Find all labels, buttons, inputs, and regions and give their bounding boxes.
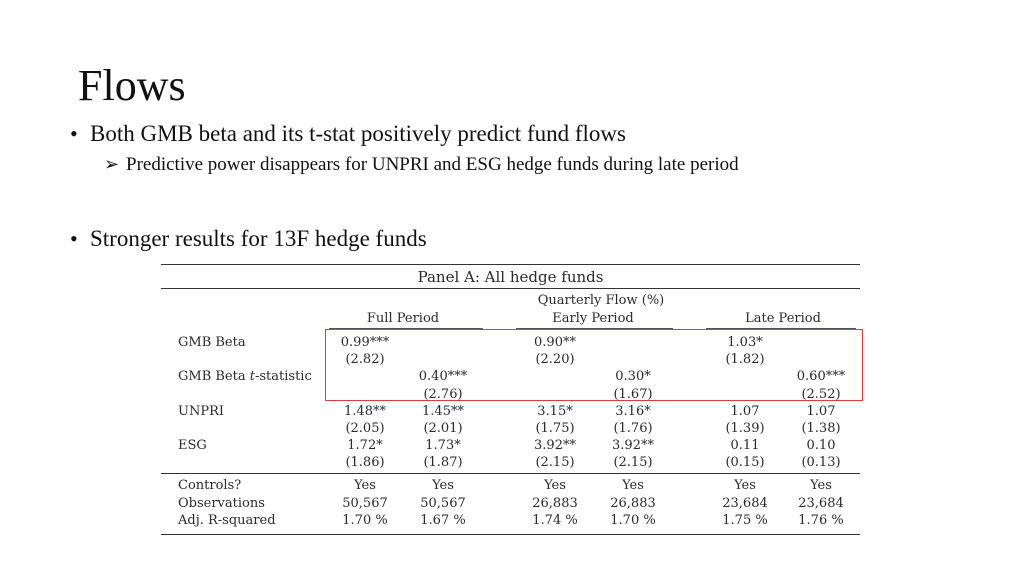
table-cell: (0.15) [725,455,765,471]
table-cell: (0.13) [801,455,841,471]
table-cell: 0.30* [615,369,651,385]
table-cell: 1.45** [422,403,464,419]
regression-table: Panel A: All hedge funds Quarterly Flow … [161,264,863,536]
table-cell: Yes [622,478,644,493]
panel-rule [161,288,860,289]
bullet-dot-icon: • [70,226,78,251]
period-rule-full [329,328,483,329]
table-cell: (1.38) [801,421,841,436]
table-cell: 26,883 [532,495,578,511]
table-cell: 0.11 [730,438,760,454]
row-label-suffix: -statistic [254,369,312,385]
period-header-full: Full Period [366,311,440,326]
table-cell: 0.99*** [340,335,390,350]
row-label-text: UNPRI [178,403,225,419]
panel-title: Panel A: All hedge funds [417,268,604,286]
table-cell: 0.40*** [418,369,468,385]
table-cell: 1.07 [730,403,760,419]
table-cell: 1.48** [344,403,386,419]
table-cell: 3.92** [612,438,654,454]
table-cell: (2.82) [345,352,385,368]
arrow-bullet-icon: ➢ [104,154,120,174]
row-label-italic: t [249,369,255,385]
table-cell: 23,684 [798,495,844,511]
table-cell: 1.70 % [342,513,388,528]
table-cell: 1.76 % [798,513,844,528]
table-cell: (2.15) [535,455,575,471]
table-cell: 1.70 % [610,513,656,528]
table-bottom-rule [161,534,860,535]
table-cell: 1.73* [425,438,461,454]
table-cell: 50,567 [342,495,388,511]
row-label-text: Controls? [178,478,242,493]
table-cell: 1.75 % [722,513,768,528]
table-cell: (2.20) [535,352,575,368]
table-cell: (1.82) [725,352,765,368]
row-label-text: ESG [178,438,207,454]
slide-title: Flows [78,61,186,110]
table-cell: (1.67) [613,386,653,402]
bullet-1: • Both GMB beta and its t-stat positively… [70,119,626,149]
table-cell: 1.07 [806,403,836,419]
table-cell: 1.74 % [532,513,578,528]
table-cell: Yes [432,478,454,493]
row-label-text: Observations [178,495,265,511]
row-label-text: GMB Beta [178,335,246,350]
row-label: Adj. R-squared [178,512,276,529]
table-cell: Yes [810,478,832,493]
table-cell: 23,684 [722,495,768,511]
table-cell: (1.87) [423,455,463,471]
table-cell: 1.03* [727,335,763,350]
footer-rule [161,473,860,474]
table-cell: Yes [354,478,376,493]
period-rule-early [516,328,673,329]
bullet-2-text: Stronger results for 13F hedge funds [90,226,427,251]
table-cell: 1.67 % [420,513,466,528]
table-cell: 1.72* [347,438,383,454]
table-top-rule [161,264,860,265]
row-label: Observations [178,495,265,512]
table-cell: 50,567 [420,495,466,511]
table-cell: 0.60*** [796,369,846,385]
table-cell: (1.39) [725,421,765,436]
period-header-early: Early Period [552,311,634,326]
table-cell: Yes [734,478,756,493]
period-header-late: Late Period [745,311,821,326]
sub-bullet: ➢ Predictive power disappears for UNPRI a… [104,150,739,179]
table-cell: 26,883 [610,495,656,511]
bullet-1-text: Both GMB beta and its t-stat positively … [90,121,626,146]
row-label: UNPRI [178,403,224,420]
row-label: GMB Beta t-statistic [178,368,312,385]
table-cell: (1.75) [535,421,575,436]
table-cell: (1.76) [613,421,653,436]
row-label-text: GMB Beta [178,369,250,385]
row-label: ESG [178,437,207,454]
table-cell: 0.90** [534,335,576,350]
table-cell: (2.52) [801,386,841,402]
table-cell: (1.86) [345,455,385,471]
bullet-2: • Stronger results for 13F hedge funds [70,224,427,254]
table-cell: 3.16* [615,403,651,419]
table-cell: (2.76) [423,386,463,402]
row-label-text: Adj. R-squared [178,513,276,528]
table-cell: (2.05) [345,421,385,436]
table-cell: 3.92** [534,438,576,454]
row-label: GMB Beta [178,334,246,351]
sub-bullet-text: Predictive power disappears for UNPRI an… [126,154,739,175]
period-rule-late [706,328,856,329]
table-cell: 3.15* [537,403,573,419]
table-cell: 0.10 [806,438,836,454]
row-label: Controls? [178,477,241,494]
table-cell: (2.15) [613,455,653,471]
flow-header: Quarterly Flow (%) [537,293,665,308]
table-cell: Yes [544,478,566,493]
bullet-dot-icon: • [70,121,78,146]
table-cell: (2.01) [423,421,463,436]
highlight-box [325,329,863,401]
